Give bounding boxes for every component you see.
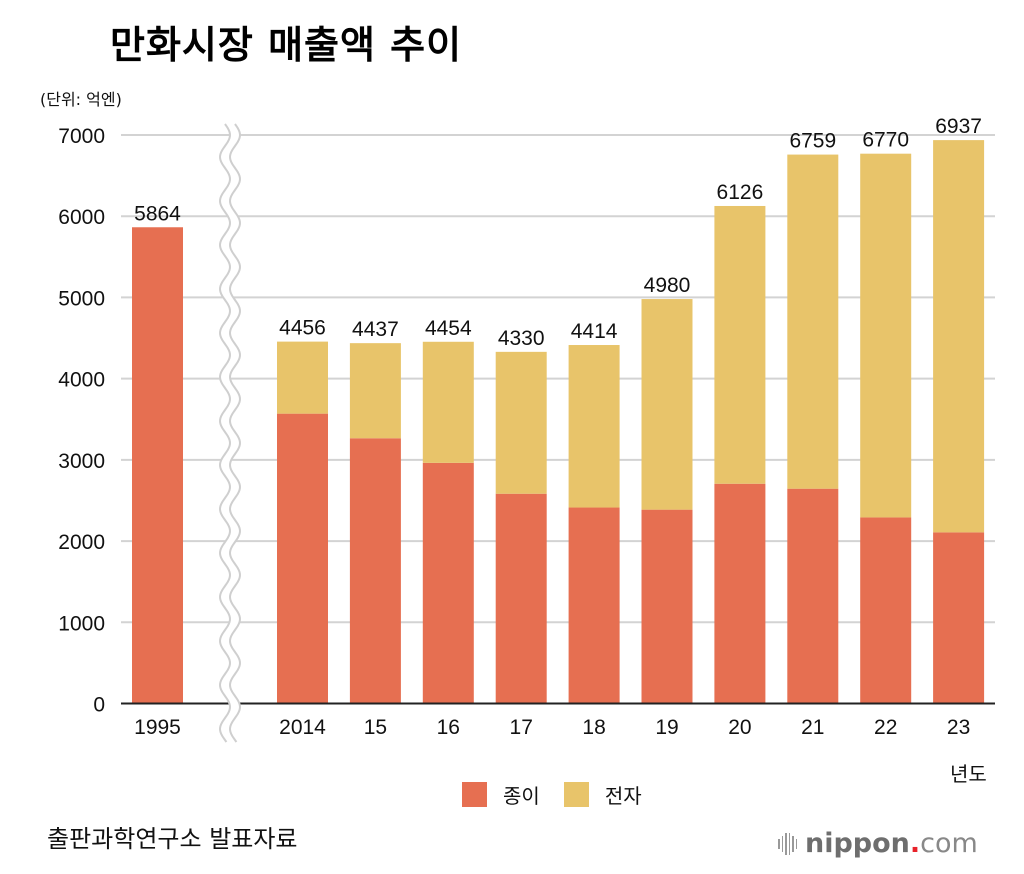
legend-item-paper: 종이	[462, 780, 540, 809]
x-tick-label: 16	[437, 716, 460, 739]
total-value-label: 4456	[279, 317, 326, 340]
legend-swatch-digital	[563, 782, 589, 807]
bar-segment-paper	[132, 227, 183, 704]
nippon-logo: nippon. com	[778, 828, 978, 859]
total-value-label: 6126	[717, 181, 764, 204]
y-tick-label: 3000	[58, 450, 105, 473]
y-axis-ticks: 0 1000 2000 3000 4000 5000 6000 7000	[58, 125, 105, 717]
x-tick-label: 17	[510, 716, 533, 739]
legend: 종이 전자	[462, 780, 656, 809]
bar-segment-paper	[860, 517, 912, 704]
y-tick-label: 5000	[58, 287, 105, 310]
x-tick-label: 22	[874, 716, 897, 739]
y-tick-label: 0	[93, 694, 105, 717]
bar-segment-paper	[641, 509, 693, 704]
bar-segment-paper	[422, 462, 474, 704]
logo-bars-icon	[778, 832, 797, 855]
total-value-label: 6759	[789, 130, 836, 153]
source-note: 출판과학연구소 발표자료	[47, 825, 298, 853]
x-tick-label: 20	[728, 716, 751, 739]
logo-dot: .	[909, 828, 921, 859]
y-tick-label: 7000	[58, 125, 105, 148]
unit-label: (단위: 억엔)	[40, 90, 122, 109]
total-value-label: 4980	[644, 274, 691, 297]
x-tick-label: 15	[364, 716, 387, 739]
bar-segment-paper	[495, 493, 547, 704]
x-axis-title: 년도	[950, 762, 987, 786]
x-axis-labels: 1995 2014 15 16 17 18 19 20 21 22 23	[134, 716, 970, 739]
legend-label-digital: 전자	[604, 784, 642, 808]
bars	[132, 140, 985, 704]
gridlines	[121, 134, 995, 624]
bar-segment-digital	[277, 341, 328, 414]
x-tick-label: 1995	[134, 716, 181, 739]
bar-segment-digital	[422, 341, 474, 463]
y-tick-label: 6000	[58, 206, 105, 229]
x-tick-label: 21	[801, 716, 824, 739]
bar-segment-digital	[860, 153, 912, 518]
bar-segment-digital	[787, 154, 839, 489]
x-tick-label: 2014	[279, 716, 326, 739]
y-tick-label: 1000	[58, 612, 105, 635]
logo-tld: com	[920, 828, 978, 859]
x-tick-label: 18	[582, 716, 605, 739]
x-tick-label: 19	[655, 716, 678, 739]
total-value-labels: 5864 4456 4437 4454 4330 4414 4980 6126 6759 6770…	[134, 115, 982, 350]
bar-segment-paper	[277, 413, 328, 704]
total-value-label: 6937	[935, 115, 982, 138]
bar-segment-paper	[349, 438, 401, 704]
x-tick-label: 23	[947, 716, 970, 739]
bar-segment-digital	[714, 205, 766, 484]
total-value-label: 4330	[498, 327, 545, 350]
total-value-label: 4437	[352, 318, 399, 341]
total-value-label: 6770	[862, 129, 909, 152]
bar-segment-digital	[933, 140, 985, 533]
axis-break-mark	[219, 123, 241, 743]
chart-title: 만화시장 매출액 추이	[110, 23, 463, 67]
bar-segment-paper	[714, 483, 766, 704]
y-tick-label: 4000	[58, 369, 105, 392]
bar-segment-paper	[787, 488, 839, 704]
bar-segment-digital	[641, 299, 693, 510]
axis-break-line	[229, 123, 241, 743]
bar-segment-paper	[568, 507, 620, 704]
y-tick-label: 2000	[58, 531, 105, 554]
bar-segment-paper	[933, 532, 985, 704]
legend-swatch-paper	[462, 782, 487, 807]
axis-break-line	[219, 123, 231, 743]
logo-brand: nippon	[805, 828, 910, 859]
bar-segment-digital	[568, 345, 620, 508]
total-value-label: 4454	[425, 317, 472, 340]
total-value-label: 5864	[134, 202, 181, 225]
legend-item-digital: 전자	[563, 780, 642, 809]
bar-segment-digital	[349, 343, 401, 439]
total-value-label: 4414	[571, 320, 618, 343]
legend-label-paper: 종이	[503, 784, 540, 808]
bar-segment-digital	[495, 351, 547, 494]
